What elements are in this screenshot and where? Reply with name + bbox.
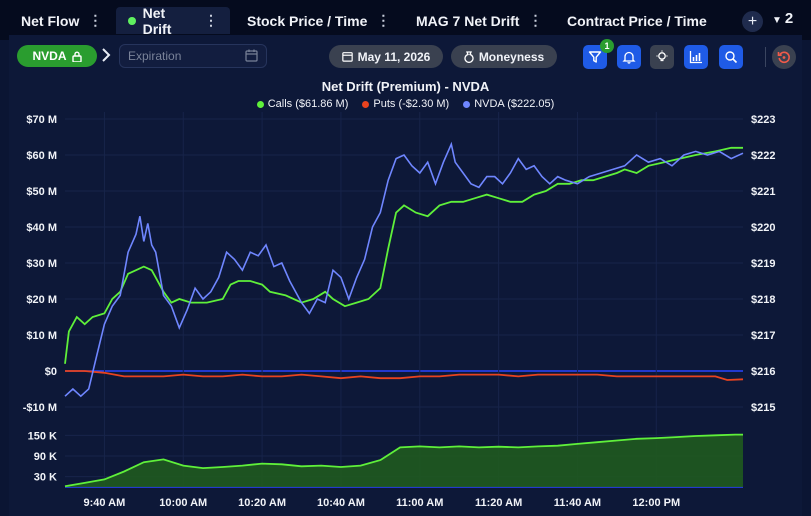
y-right-tick-label: $216 xyxy=(751,366,775,378)
filter-icon xyxy=(588,51,602,63)
y-left-tick-label: $40 M xyxy=(26,222,57,234)
reset-icon xyxy=(777,51,790,64)
y-right-tick-label: $219 xyxy=(751,258,775,270)
date-label: May 11, 2026 xyxy=(357,49,431,64)
y-right-tick-label: $223 xyxy=(751,114,775,126)
filter-button[interactable]: 1 xyxy=(583,39,614,69)
series-calls-line xyxy=(64,146,743,364)
zoom-button[interactable] xyxy=(719,45,743,69)
chart-icon xyxy=(689,51,702,64)
legend-label: Calls ($61.86 M) xyxy=(267,98,349,110)
plus-icon: + xyxy=(747,12,758,30)
legend-label: NVDA ($222.05) xyxy=(474,98,555,110)
tab-contract-price-time[interactable]: Contract Price / Time xyxy=(567,7,707,34)
x-tick-label: 10:00 AM xyxy=(159,497,207,509)
kebab-menu-icon[interactable]: ⋮ xyxy=(204,12,218,28)
legend-dot-icon xyxy=(463,100,471,108)
tab-label: Stock Price / Time xyxy=(247,12,368,29)
kebab-menu-icon[interactable]: ⋮ xyxy=(528,12,543,28)
chevron-down-icon: ▼ xyxy=(772,15,782,26)
y-left-tick-label: $30 M xyxy=(26,258,57,270)
volume-line xyxy=(64,433,743,488)
x-tick-label: 11:40 AM xyxy=(554,497,601,509)
active-dot-icon xyxy=(128,16,136,25)
lightbulb-icon xyxy=(656,50,668,62)
kebab-menu-icon[interactable]: ⋮ xyxy=(376,12,391,28)
tab-label: Contract Price / Time xyxy=(567,12,707,29)
legend-item-puts[interactable]: Puts (-$2.30 M) xyxy=(362,98,449,110)
x-tick-label: 9:40 AM xyxy=(84,497,126,509)
moneyness-icon xyxy=(464,50,474,63)
moneyness-button[interactable]: Moneyness xyxy=(451,45,557,68)
bell-icon xyxy=(622,51,636,64)
zoom-icon xyxy=(725,51,738,64)
x-tick-label: 11:20 AM xyxy=(475,497,522,509)
tab-overflow-count: 2 xyxy=(784,10,794,27)
tab-label: Net Drift xyxy=(142,4,172,37)
y-left-tick-label: $60 M xyxy=(26,150,57,162)
expiration-input[interactable] xyxy=(119,44,267,68)
series-price-line xyxy=(64,141,744,398)
legend-label: Puts (-$2.30 M) xyxy=(373,98,450,110)
x-tick-label: 12:00 PM xyxy=(632,497,680,509)
calendar-icon xyxy=(341,52,353,62)
y-right-tick-label: $221 xyxy=(751,186,775,198)
tab-label: MAG 7 Net Drift xyxy=(416,12,520,29)
y-right-tick-label: $215 xyxy=(751,402,775,414)
tab-net-drift[interactable]: Net Drift ⋮ xyxy=(116,4,230,37)
legend-dot-icon xyxy=(256,100,264,108)
volume-tick-label: 90 K xyxy=(34,451,57,463)
legend-item-calls[interactable]: Calls ($61.86 M) xyxy=(256,98,349,110)
chart-title: Net Drift (Premium) - NVDA xyxy=(321,79,490,94)
toolbar-divider xyxy=(765,47,766,67)
series-puts-line xyxy=(65,370,744,381)
chevron-right-icon[interactable] xyxy=(100,47,112,63)
tab-label: Net Flow xyxy=(21,12,80,29)
volume-tick-label: 150 K xyxy=(28,430,57,442)
legend-item-price[interactable]: NVDA ($222.05) xyxy=(463,98,554,110)
chart-legend: Calls ($61.86 M) Puts (-$2.30 M) NVDA ($… xyxy=(9,98,802,110)
date-picker-button[interactable]: May 11, 2026 xyxy=(329,45,443,68)
y-left-tick-label: $20 M xyxy=(26,294,57,306)
x-tick-label: 10:20 AM xyxy=(238,497,286,509)
y-right-tick-label: $218 xyxy=(751,294,775,306)
tab-bar: Net Flow ⋮ Net Drift ⋮ Stock Price / Tim… xyxy=(0,0,811,40)
chart-settings-button[interactable] xyxy=(684,45,708,69)
chart-toolbar: NVDA May 11, 2026 Moneyness 1 xyxy=(9,35,802,77)
moneyness-label: Moneyness xyxy=(478,49,545,64)
reset-button[interactable] xyxy=(772,45,796,69)
y-right-tick-label: $222 xyxy=(751,150,775,162)
ticker-label: NVDA xyxy=(32,49,67,63)
alerts-button[interactable] xyxy=(617,45,641,69)
volume-tick-label: 30 K xyxy=(34,472,57,484)
x-tick-label: 11:00 AM xyxy=(396,497,443,509)
tab-net-flow[interactable]: Net Flow ⋮ xyxy=(21,7,102,34)
kebab-menu-icon[interactable]: ⋮ xyxy=(88,12,103,28)
tab-overflow-button[interactable]: ▼ 2 xyxy=(772,10,793,27)
filter-count-badge: 1 xyxy=(600,39,614,53)
volume-area xyxy=(65,434,743,487)
y-right-tick-label: $220 xyxy=(751,222,775,234)
y-left-tick-label: -$10 M xyxy=(23,402,57,414)
insights-button[interactable] xyxy=(650,45,674,69)
y-left-tick-label: $70 M xyxy=(26,114,57,126)
calendar-icon[interactable] xyxy=(245,49,258,62)
y-left-tick-label: $50 M xyxy=(26,186,57,198)
x-tick-label: 10:40 AM xyxy=(317,497,365,509)
add-tab-button[interactable]: + xyxy=(742,11,763,32)
y-left-tick-label: $10 M xyxy=(26,330,57,342)
lock-icon xyxy=(71,51,82,62)
ticker-selector[interactable]: NVDA xyxy=(17,45,97,67)
legend-dot-icon xyxy=(362,100,370,108)
tab-stock-price-time[interactable]: Stock Price / Time ⋮ xyxy=(247,7,390,34)
y-right-tick-label: $217 xyxy=(751,330,775,342)
y-left-tick-label: $0 xyxy=(45,366,57,378)
tab-mag7-net-drift[interactable]: MAG 7 Net Drift ⋮ xyxy=(416,7,542,34)
